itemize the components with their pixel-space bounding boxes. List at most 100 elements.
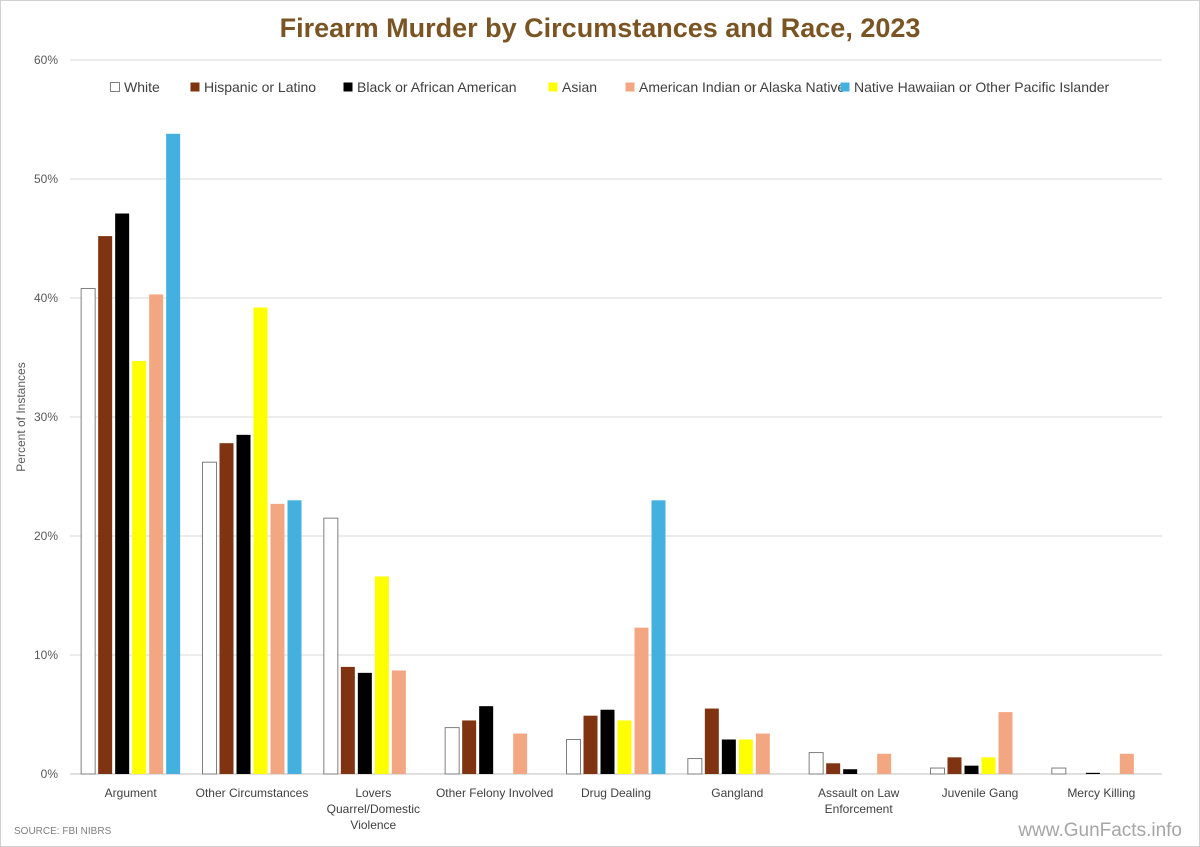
chart-title: Firearm Murder by Circumstances and Race… [280,13,921,43]
bar [600,709,615,774]
x-tick-label-line: Argument [105,786,158,800]
x-tick-label: Juvenile Gang [942,786,1019,800]
x-tick-label-line: Juvenile Gang [942,786,1019,800]
bar [323,517,339,775]
bar [287,500,302,774]
watermark: www.GunFacts.info [1017,820,1182,841]
bar [479,706,494,774]
y-tick-label: 10% [34,648,58,662]
bar [444,727,460,775]
bar [236,434,251,774]
bar [132,361,147,774]
bar [687,758,703,775]
bar [998,712,1013,774]
legend-swatch [840,82,850,92]
bar [513,733,528,774]
bar [80,287,96,775]
bar [1119,753,1134,774]
bar [617,720,632,774]
bar [1051,767,1067,775]
x-tick-label: Gangland [711,786,763,800]
x-tick-label-line: Other Circumstances [196,786,309,800]
x-tick-label-line: Other Felony Involved [436,786,553,800]
source-note: SOURCE: FBI NIBRS [14,826,112,837]
bar [704,708,719,774]
bar [357,672,372,774]
legend-item: White [110,79,160,95]
legend-label: Asian [562,79,597,95]
bar [583,715,598,774]
bar [149,294,164,774]
x-tick-label: Lovers Quarrel/Domestic Violence [327,786,420,832]
bar [391,670,406,774]
bar [462,720,477,774]
x-tick-label-line: Mercy Killing [1067,786,1135,800]
x-tick-label-line: Drug Dealing [581,786,651,800]
y-axis-label: Percent of Instances [14,362,28,471]
legend-item: Hispanic or Latino [190,79,316,95]
legend-label: Native Hawaiian or Other Pacific Islande… [854,79,1110,95]
y-tick-label: 20% [34,529,58,543]
legend-item: Asian [548,79,597,95]
bar [930,767,945,775]
bar [651,500,666,774]
y-tick-label: 40% [34,291,58,305]
bar [202,461,217,775]
bar [738,739,753,774]
y-tick-label: 0% [41,767,59,781]
bar [721,739,736,774]
bar [115,213,130,774]
bar [253,307,268,774]
legend-item: American Indian or Alaska Native [625,79,845,95]
bar [219,443,234,774]
bar [947,757,962,774]
bar [166,133,181,774]
bar [1085,772,1100,774]
y-tick-label: 30% [34,410,58,424]
bar [843,769,858,774]
legend-swatch [343,82,353,92]
legend-label: Black or African American [357,79,517,95]
x-tick-label: Other Circumstances [196,786,309,800]
x-tick-label-line: Gangland [711,786,763,800]
legend-item: Black or African American [343,79,517,95]
bars [80,133,1134,775]
x-tick-label-line: Violence [350,818,396,832]
bar [566,738,581,775]
legend-swatch [548,82,558,92]
bar [270,503,285,774]
legend: White Hispanic or Latino Black or African … [110,79,1110,95]
x-tick-label-line: Lovers [355,786,391,800]
legend-label: White [124,79,160,95]
bar [808,752,824,775]
legend-item: Native Hawaiian or Other Pacific Islande… [840,79,1110,95]
x-tick-label: Assault on Law Enforcement [818,786,900,816]
y-axis-ticks: 0% 10% 20% 30% 40% 50% 60% [34,53,58,781]
bar [826,763,841,774]
y-tick-label: 60% [34,53,58,67]
x-tick-label: Mercy Killing [1067,786,1135,800]
gridlines [70,59,1162,775]
x-tick-label-line: Assault on Law [818,786,900,800]
x-tick-label-line: Quarrel/Domestic [327,802,420,816]
legend-swatch [110,82,120,92]
x-tick-label: Argument [105,786,158,800]
bar [755,733,770,774]
x-tick-label: Drug Dealing [581,786,651,800]
legend-swatch [190,82,200,92]
bar [340,666,355,774]
legend-swatch [625,82,635,92]
legend-label: Hispanic or Latino [204,79,316,95]
legend-label: American Indian or Alaska Native [639,79,845,95]
x-tick-label-line: Enforcement [825,802,894,816]
bar [964,765,979,774]
x-axis-labels: Argument Other Circumstances Lovers Quarrel… [105,786,1136,832]
bar [98,236,113,774]
y-tick-label: 50% [34,172,58,186]
x-tick-label: Other Felony Involved [436,786,553,800]
bar [374,576,389,774]
bar [877,753,892,774]
bar [981,757,996,774]
bar [634,627,649,774]
